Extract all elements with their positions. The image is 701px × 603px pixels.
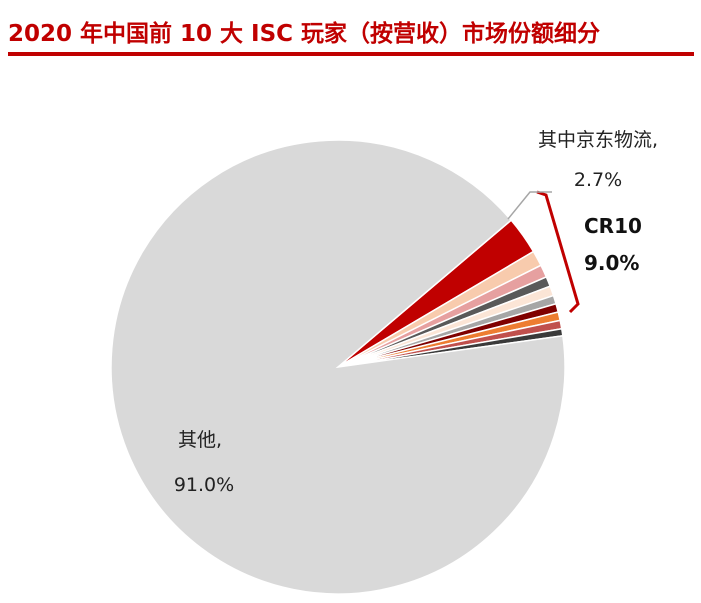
other-value-label: 91.0%	[174, 474, 234, 496]
cr10-bracket	[536, 190, 580, 314]
cr10-name-label: CR10	[584, 214, 642, 238]
cr10-value-label: 9.0%	[584, 251, 639, 275]
jd-name-label: 其中京东物流,	[538, 129, 658, 151]
pie-slice-other	[110, 139, 566, 595]
pie-slices	[110, 139, 566, 595]
title-underline	[8, 52, 694, 56]
jd-leader-line	[507, 191, 552, 220]
other-name-label: 其他,	[178, 429, 222, 451]
chart-title: 2020 年中国前 10 大 ISC 玩家（按营收）市场份额细分	[8, 21, 601, 47]
jd-value-label: 2.7%	[574, 169, 622, 191]
